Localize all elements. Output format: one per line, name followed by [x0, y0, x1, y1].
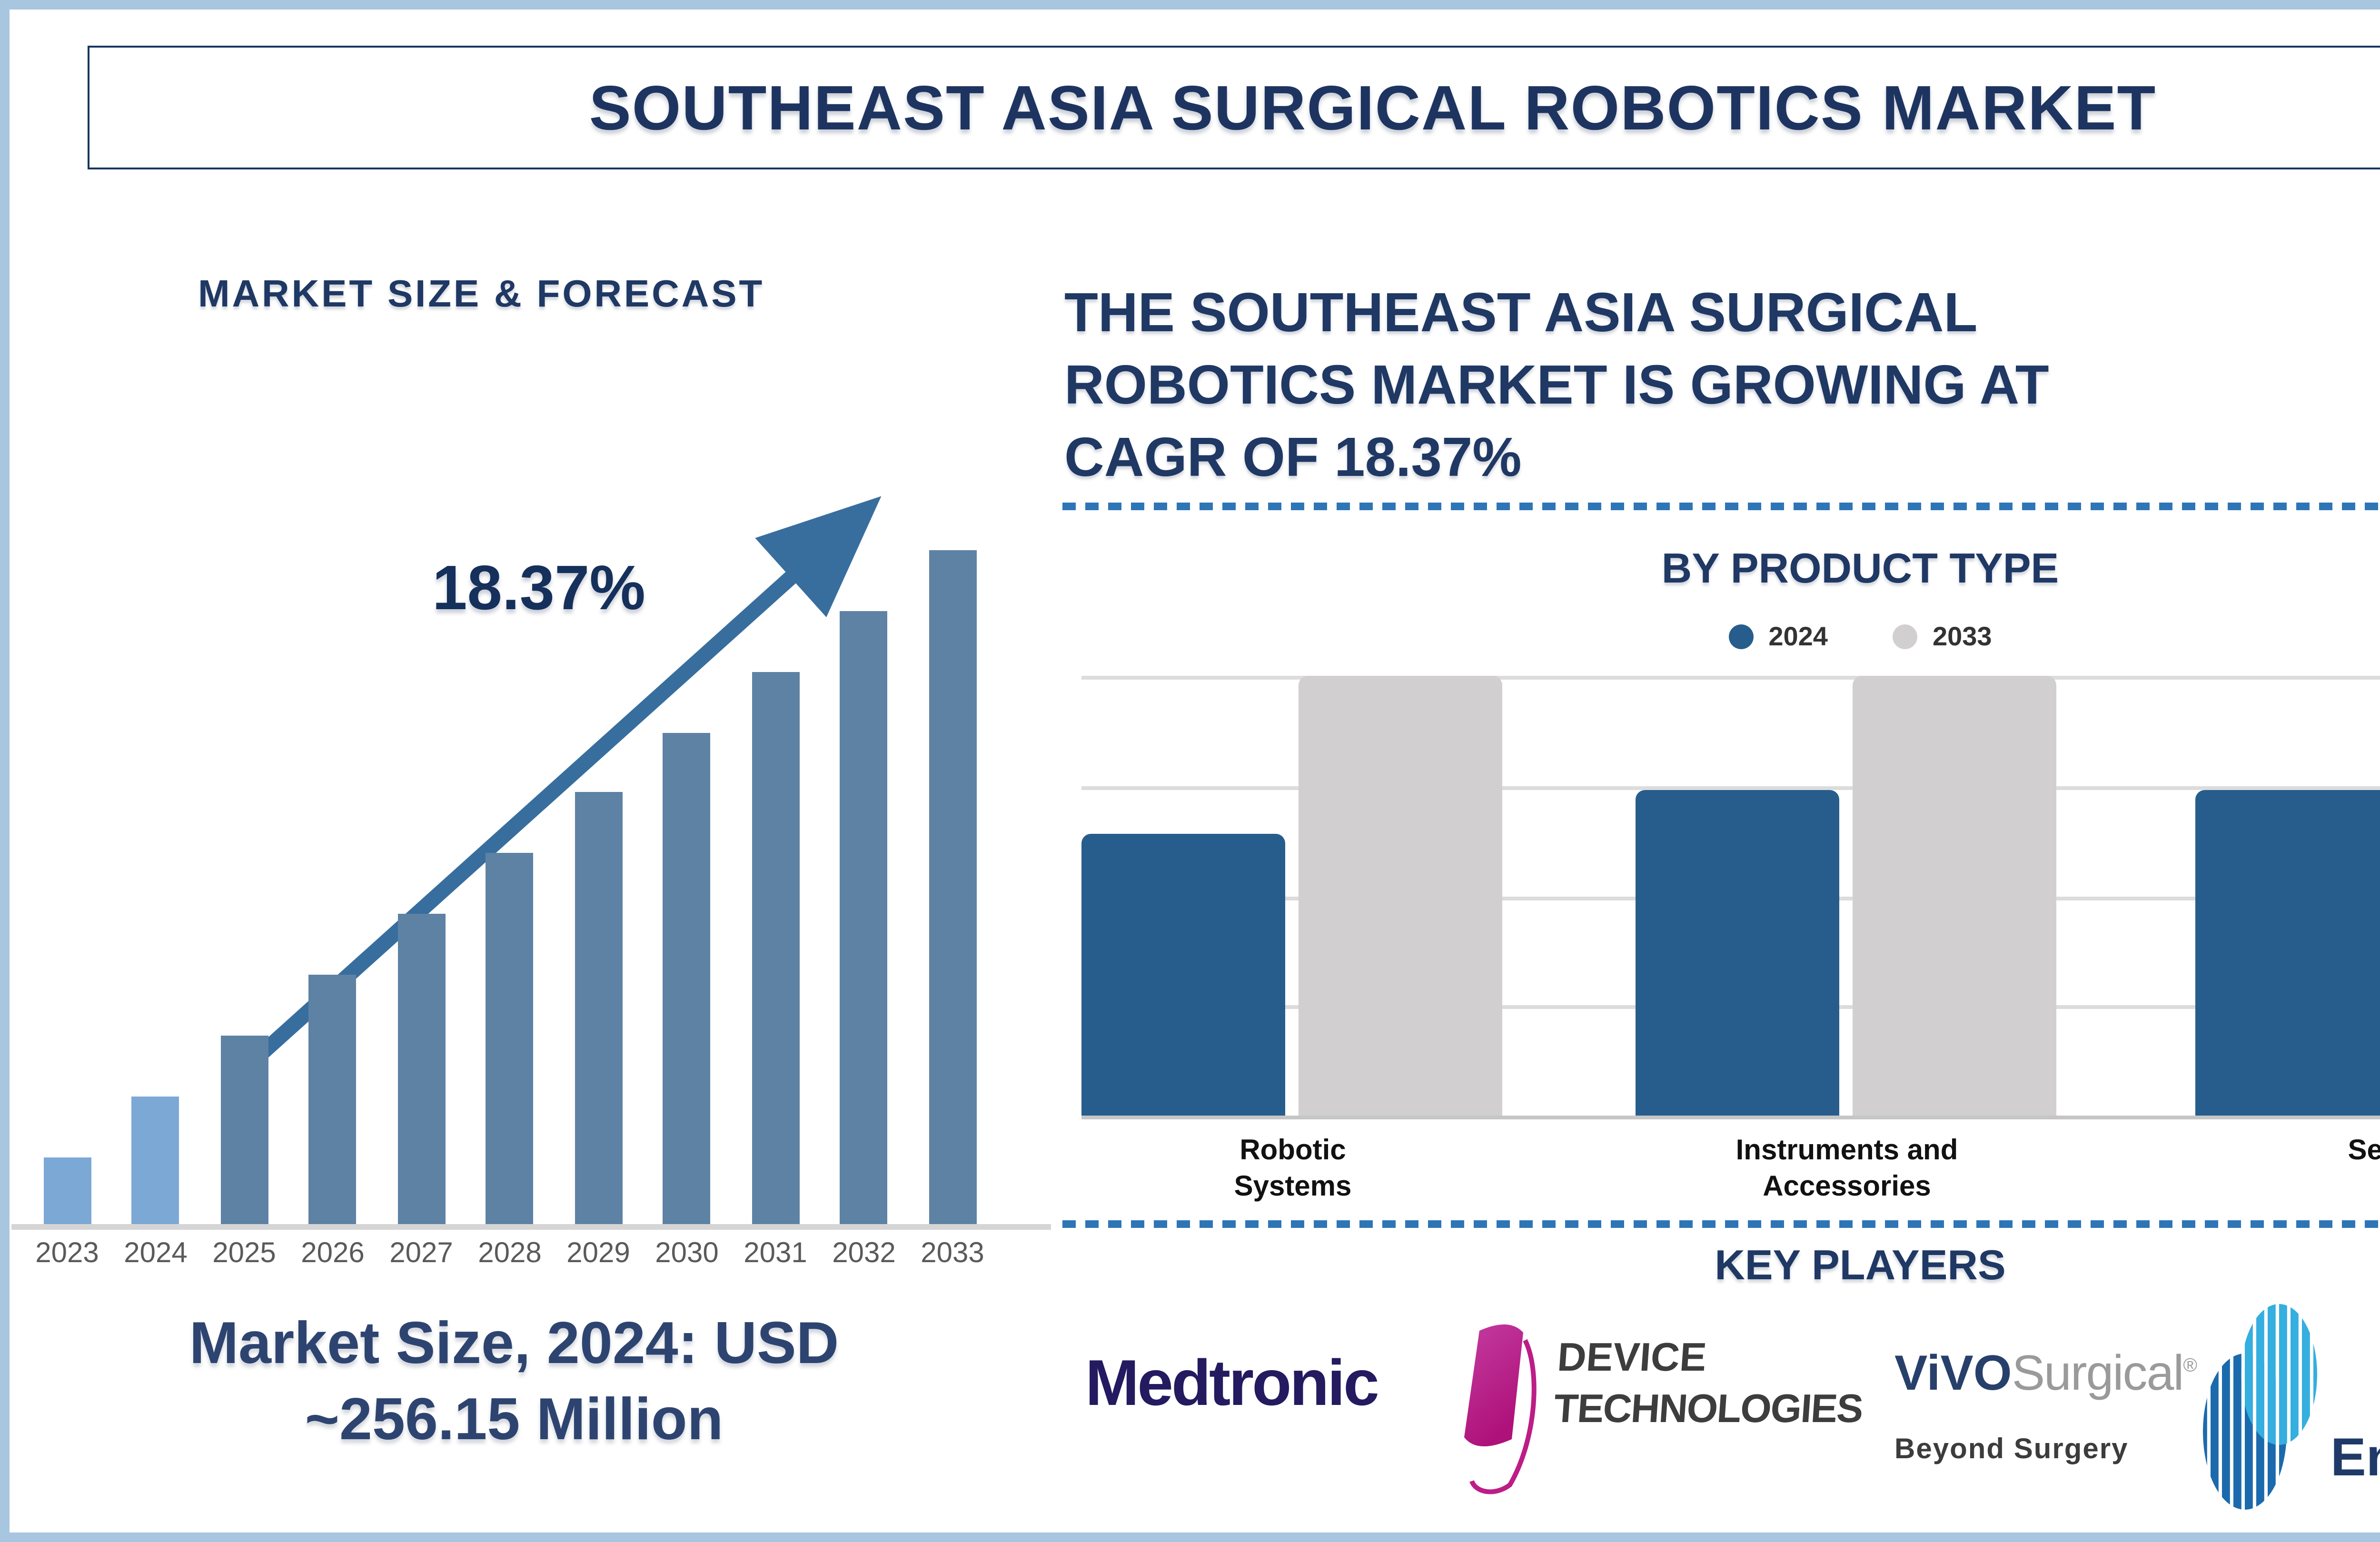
dashed-divider-top	[1062, 503, 2380, 509]
dashed-divider-bottom	[1062, 1220, 2380, 1227]
legend-label-2024: 2024	[1768, 621, 1828, 651]
market-size-bar-2032	[840, 611, 888, 1224]
year-label-2027: 2027	[389, 1237, 453, 1270]
growth-statement-line3: CAGR OF 18.37%	[1064, 428, 1522, 489]
title-banner: SOUTHEAST ASIA SURGICAL ROBOTICS MARKET	[88, 46, 2380, 169]
year-label-2029: 2029	[566, 1237, 630, 1270]
chart-legend: 2024 2033	[1062, 621, 2380, 651]
endo-wordmark: Endo	[2330, 1428, 2380, 1487]
chart-gridline	[1081, 676, 2380, 679]
year-label-2032: 2032	[832, 1237, 896, 1270]
growth-statement: THE SOUTHEAST ASIA SURGICAL ROBOTICS MAR…	[1064, 278, 2359, 495]
medtronic-logo: Medtronic	[1085, 1348, 1379, 1420]
category-label-instruments-and-accessories: Instruments and Accessories	[1735, 1135, 1958, 1203]
legend-dot-2033	[1893, 623, 1917, 648]
cagr-value-label: 18.37%	[432, 552, 645, 623]
year-label-2031: 2031	[744, 1237, 807, 1270]
vivo-surgical-logo: ViVOSurgical® Beyond Surgery	[1894, 1344, 2197, 1466]
bar-2024-robotic-systems	[1081, 834, 1285, 1116]
bar-2033-instruments-and-accessories	[1853, 676, 2056, 1116]
endomaster-logo-text: EndoMaster	[2330, 1428, 2380, 1489]
market-size-bar-2028	[486, 853, 534, 1224]
device-technologies-logo-text: DEVICE TECHNOLOGIES	[1552, 1336, 1867, 1433]
bar-2024-instruments-and-accessories	[1636, 790, 1839, 1116]
market-size-bar-2031	[752, 672, 799, 1224]
market-size-bar-2025	[220, 1036, 268, 1224]
device-logo-line1: DEVICE	[1556, 1336, 1708, 1380]
vivo-wordmark: ViVO	[1894, 1344, 2012, 1401]
year-label-2028: 2028	[478, 1237, 542, 1270]
bar-2024-services	[2195, 790, 2380, 1116]
market-size-bar-2024	[132, 1097, 179, 1224]
category-label-services: Services	[2348, 1135, 2380, 1167]
chart-baseline	[1081, 1116, 2380, 1118]
legend-label-2033: 2033	[1933, 621, 1992, 651]
market-size-forecast-heading: MARKET SIZE & FORECAST	[198, 274, 765, 316]
legend-dot-2024	[1728, 623, 1754, 648]
market-size-caption-line2: ~256.15 Million	[305, 1386, 724, 1453]
device-technologies-logo-icon	[1464, 1324, 1537, 1494]
market-size-bar-2029	[575, 792, 622, 1224]
year-label-2025: 2025	[212, 1237, 276, 1270]
market-size-bar-2026	[309, 975, 357, 1224]
chart-gridline	[1081, 786, 2380, 789]
legend-item-2024: 2024	[1728, 621, 1828, 651]
year-label-2030: 2030	[655, 1237, 719, 1270]
growth-statement-line2: ROBOTICS MARKET IS GROWING AT	[1064, 356, 2049, 417]
surgical-wordmark: Surgical	[2012, 1344, 2184, 1401]
key-players-heading: KEY PLAYERS	[1715, 1241, 2006, 1289]
year-axis-labels: 2023 2024 2025 2026 2027 2028 2029 2030 2031 2032…	[23, 1237, 998, 1270]
market-size-caption-line1: Market Size, 2024: USD	[189, 1310, 839, 1376]
year-label-2033: 2033	[921, 1237, 984, 1270]
registered-mark: ®	[2183, 1356, 2197, 1377]
market-size-bar-2030	[663, 733, 711, 1224]
device-logo-line2: TECHNOLOGIES	[1552, 1388, 1864, 1432]
x-axis-line	[11, 1224, 1051, 1229]
product-type-bar-chart: Robotic Systems Instruments and Accessories…	[1081, 676, 2380, 1203]
vivo-tagline: Beyond Surgery	[1894, 1433, 2129, 1466]
year-label-2023: 2023	[35, 1237, 99, 1270]
year-label-2024: 2024	[124, 1237, 188, 1270]
by-product-type-heading: BY PRODUCT TYPE	[1661, 544, 2059, 592]
market-size-bar-2023	[43, 1157, 91, 1224]
market-size-bar-2027	[397, 914, 445, 1224]
endomaster-logo-icon	[2203, 1304, 2317, 1510]
growth-statement-line1: THE SOUTHEAST ASIA SURGICAL	[1064, 284, 1978, 345]
market-size-bar-chart	[23, 550, 998, 1224]
category-label-robotic-systems: Robotic Systems	[1234, 1135, 1352, 1203]
page-title: SOUTHEAST ASIA SURGICAL ROBOTICS MARKET	[589, 71, 2157, 142]
market-size-bar-2033	[929, 550, 976, 1224]
bar-2033-robotic-systems	[1299, 676, 1502, 1116]
year-label-2026: 2026	[301, 1237, 365, 1270]
legend-item-2033: 2033	[1893, 621, 1992, 651]
market-size-caption: Market Size, 2024: USD ~256.15 Million	[4, 1306, 1024, 1458]
